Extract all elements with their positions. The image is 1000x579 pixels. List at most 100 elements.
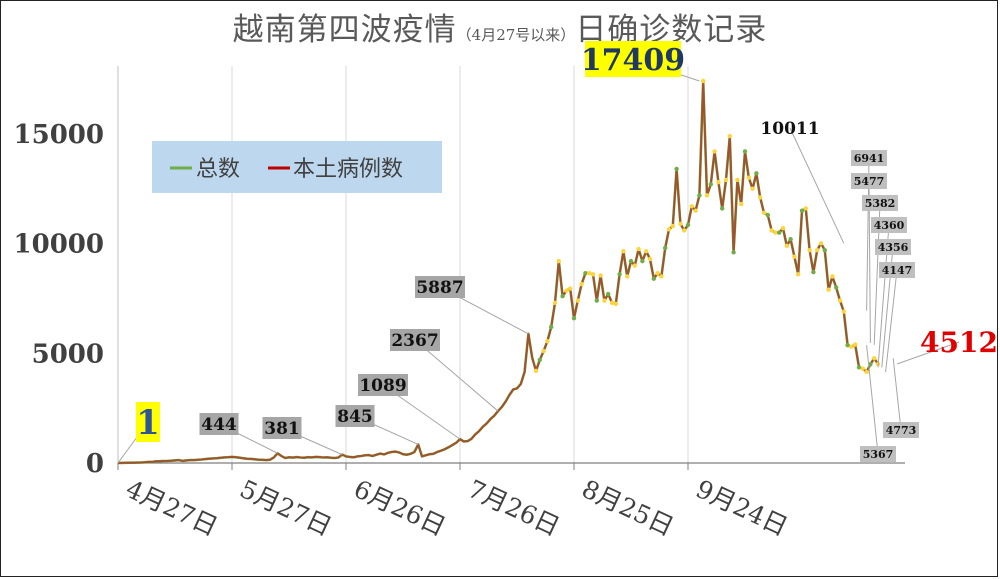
data-point (746, 175, 751, 180)
annotation-label: 5367 (863, 448, 894, 461)
grid (231, 66, 689, 463)
data-point (663, 245, 668, 251)
x-tick-label: 4月27日 (121, 474, 222, 542)
data-point (564, 288, 569, 293)
annotation-label: 444 (201, 415, 237, 435)
data-point (545, 339, 550, 344)
x-tick-label: 5月27日 (235, 474, 336, 542)
data-point (830, 274, 835, 279)
data-point (606, 291, 611, 297)
annotation-label: 5887 (416, 278, 463, 298)
data-point (693, 208, 698, 213)
data-point (803, 206, 808, 211)
data-point (712, 149, 717, 154)
data-point (720, 206, 725, 211)
chart-title: 越南第四波疫情（4月27号以来）日确诊数记录 (0, 4, 1000, 49)
data-point (587, 270, 592, 276)
data-point (788, 236, 793, 242)
annotation-label: 6941 (854, 152, 885, 165)
data-point (647, 256, 653, 262)
data-point (811, 269, 816, 275)
axes (117, 66, 905, 470)
data-point (796, 272, 801, 277)
data-point (826, 287, 831, 292)
data-point (621, 249, 626, 254)
data-point (845, 343, 850, 348)
series-line-local (117, 80, 879, 464)
data-point (727, 133, 732, 139)
data-point (602, 298, 607, 303)
data-point (685, 222, 691, 228)
data-point (533, 368, 539, 374)
data-point (613, 301, 618, 307)
data-point (617, 272, 622, 277)
annotation-label: 1089 (359, 376, 406, 396)
data-point (590, 272, 596, 277)
annotation-leader (414, 339, 499, 412)
legend-box (152, 141, 442, 193)
data-point (860, 366, 865, 371)
data-point (777, 230, 782, 235)
annotation-box (851, 150, 887, 166)
annotation-label: 845 (337, 407, 373, 427)
annotation-box (883, 422, 919, 438)
data-point (735, 177, 740, 183)
annotation-box (860, 446, 896, 462)
data-point (701, 78, 706, 84)
data-point (837, 298, 843, 303)
annotation-leader (892, 358, 902, 431)
annotation-box (851, 173, 887, 189)
data-point (556, 258, 561, 264)
data-point (815, 247, 820, 253)
data-point (537, 357, 542, 363)
data-point (541, 348, 546, 354)
data-point (704, 193, 710, 198)
data-point (754, 171, 759, 176)
annotation-label: 4360 (874, 219, 905, 232)
data-point (625, 274, 630, 279)
annotation-label: 2367 (391, 331, 438, 351)
data-point (568, 286, 573, 291)
annotation-leader (866, 345, 879, 455)
data-point (773, 230, 778, 235)
data-point (549, 324, 554, 330)
data-point (571, 315, 577, 321)
data-point (666, 227, 672, 232)
annotation-label: 1 (136, 403, 160, 443)
data-point (644, 249, 649, 254)
annotation-box (199, 413, 239, 435)
annotation-box (335, 405, 375, 427)
data-point (689, 204, 694, 209)
data-point (742, 149, 748, 154)
data-point (856, 365, 862, 370)
legend-label: 本土病例数 (293, 157, 403, 182)
title-note: （4月27号以来） (456, 26, 576, 44)
x-tick-label: 9月24日 (691, 474, 792, 542)
data-point (784, 243, 789, 248)
data-point (761, 210, 767, 216)
data-point (739, 201, 744, 207)
annotation-label: 5477 (854, 175, 885, 188)
annotation-leader (789, 127, 845, 244)
data-point (674, 166, 679, 172)
y-tick-labels: 0 5000 10000 15000 (14, 120, 104, 479)
data-point (758, 195, 763, 200)
x-tick-labels: 4月27日 5月27日 6月26日 7月26日 8月25日 9月24日 (121, 474, 792, 542)
data-point (609, 300, 615, 306)
data-point (598, 273, 603, 278)
annotation-leader (896, 341, 960, 365)
data-point (780, 226, 786, 231)
annotation-box (262, 417, 302, 439)
annotation-box (875, 239, 911, 255)
y-tick-label: 0 (86, 449, 104, 479)
data-point (708, 182, 713, 187)
data-point (853, 342, 858, 347)
data-point (818, 241, 824, 246)
data-point (697, 193, 702, 198)
data-point (575, 298, 580, 303)
data-point (849, 344, 854, 349)
data-point (659, 274, 664, 279)
data-point (583, 270, 588, 276)
